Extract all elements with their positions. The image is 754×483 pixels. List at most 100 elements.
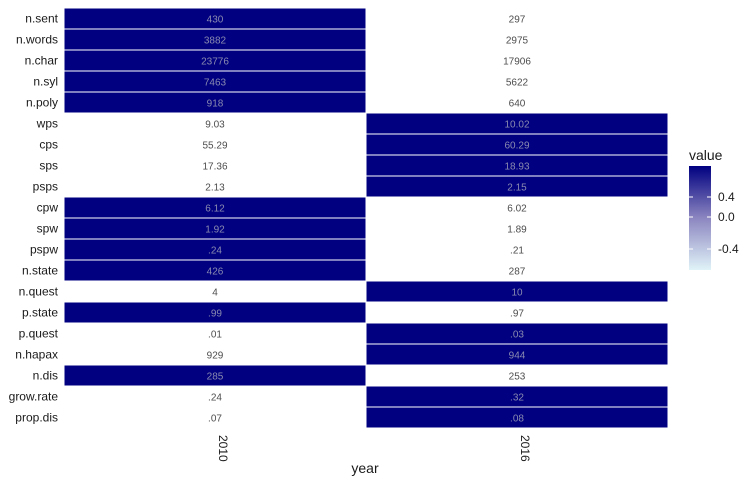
cell-value-label: .01 (208, 330, 222, 341)
heatmap-cell (366, 155, 668, 176)
heatmap-cell (366, 71, 668, 92)
cell-value-label: .24 (208, 246, 222, 257)
legend-title: value (689, 147, 723, 163)
heatmap-cell (64, 29, 366, 50)
cell-value-label: 9.03 (205, 120, 225, 131)
heatmap-cell (366, 8, 668, 29)
heatmap-cell (366, 344, 668, 365)
cell-value-label: .08 (510, 414, 524, 425)
cell-value-label: 640 (509, 99, 526, 110)
row-label: n.poly (26, 96, 58, 110)
cell-value-label: 1.89 (507, 225, 527, 236)
heatmap-cell (366, 407, 668, 428)
heatmap-cells: 430 297 3882 2975 23776 17906 7463 5622 918 640 9.… (64, 8, 668, 428)
legend: value 0.4 0.0 -0.4 (689, 147, 739, 270)
heatmap-cell (64, 8, 366, 29)
cell-value-label: 10 (511, 288, 523, 299)
heatmap-cell (366, 50, 668, 71)
cell-value-label: 929 (207, 351, 224, 362)
row-label: psps (33, 180, 58, 194)
cell-value-label: 426 (207, 267, 224, 278)
cell-value-label: 17906 (503, 57, 531, 68)
cell-value-label: 17.36 (202, 162, 227, 173)
row-label: n.sent (25, 12, 58, 26)
heatmap-cell (64, 218, 366, 239)
cell-value-label: 430 (207, 15, 224, 26)
cell-value-label: 918 (207, 99, 224, 110)
cell-value-label: 253 (509, 372, 526, 383)
heatmap-cell (64, 71, 366, 92)
cell-value-label: 944 (509, 351, 526, 362)
heatmap-cell (366, 92, 668, 113)
cell-value-label: 7463 (204, 78, 227, 89)
cell-value-label: 285 (207, 372, 224, 383)
row-label: pspw (30, 243, 58, 257)
row-labels: n.sent n.words n.char n.syl n.poly wps cps sps p… (9, 12, 59, 425)
cell-value-label: 5622 (506, 78, 529, 89)
heatmap-cell (64, 407, 366, 428)
cell-value-label: 18.93 (504, 162, 529, 173)
heatmap-cell (64, 281, 366, 302)
cell-value-label: 4 (212, 288, 218, 299)
heatmap-cell (366, 239, 668, 260)
heatmap-cell (64, 260, 366, 281)
legend-tick-label: 0.4 (718, 190, 735, 204)
row-label: n.quest (19, 285, 59, 299)
row-label: p.quest (19, 327, 59, 341)
row-label: n.syl (33, 75, 58, 89)
heatmap-cell (64, 386, 366, 407)
cell-value-label: 2.13 (205, 183, 225, 194)
heatmap-cell (64, 323, 366, 344)
row-label: cps (39, 138, 58, 152)
cell-value-label: 3882 (204, 36, 227, 47)
heatmap-cell (366, 218, 668, 239)
legend-tick-label: -0.4 (718, 242, 739, 256)
cell-value-label: 10.02 (504, 120, 529, 131)
heatmap-cell (64, 239, 366, 260)
heatmap-cell (64, 176, 366, 197)
row-label: sps (39, 159, 58, 173)
heatmap-cell (64, 344, 366, 365)
cell-value-label: 6.12 (205, 204, 225, 215)
cell-value-label: 23776 (201, 57, 229, 68)
heatmap-cell (366, 281, 668, 302)
year-tick-label: 2010 (216, 435, 230, 462)
cell-value-label: .99 (208, 309, 222, 320)
heatmap-cell (366, 302, 668, 323)
row-label: n.words (16, 33, 58, 47)
heatmap-cell (366, 197, 668, 218)
year-tick-label: 2016 (518, 435, 532, 462)
legend-ticks: 0.4 0.0 -0.4 (689, 190, 739, 256)
heatmap-cell (366, 260, 668, 281)
row-label: wps (36, 117, 58, 131)
cell-value-label: 55.29 (202, 141, 227, 152)
cell-value-label: 287 (509, 267, 526, 278)
cell-value-label: .03 (510, 330, 524, 341)
cell-value-label: 6.02 (507, 204, 527, 215)
heatmap-cell (64, 113, 366, 134)
row-label: n.dis (33, 369, 58, 383)
heatmap-cell (64, 197, 366, 218)
row-label: n.char (25, 54, 58, 68)
heatmap-cell (366, 386, 668, 407)
legend-colorbar (689, 166, 711, 270)
heatmap-cell (366, 29, 668, 50)
heatmap-cell (64, 92, 366, 113)
row-label: grow.rate (9, 390, 59, 404)
year-tick-labels: 2010 2016 (216, 435, 532, 462)
heatmap-cell (64, 50, 366, 71)
cell-value-label: .32 (510, 393, 524, 404)
row-label: prop.dis (15, 411, 58, 425)
heatmap-cell (64, 365, 366, 386)
heatmap-cell (366, 113, 668, 134)
heatmap-cell (366, 134, 668, 155)
heatmap-cell (366, 176, 668, 197)
cell-value-label: 297 (509, 15, 526, 26)
cell-value-label: 1.92 (205, 225, 225, 236)
heatmap-cell (64, 155, 366, 176)
cell-value-label: .24 (208, 393, 222, 404)
cell-value-label: .21 (510, 246, 524, 257)
cell-value-label: 2.15 (507, 183, 527, 194)
cell-value-label: 2975 (506, 36, 529, 47)
